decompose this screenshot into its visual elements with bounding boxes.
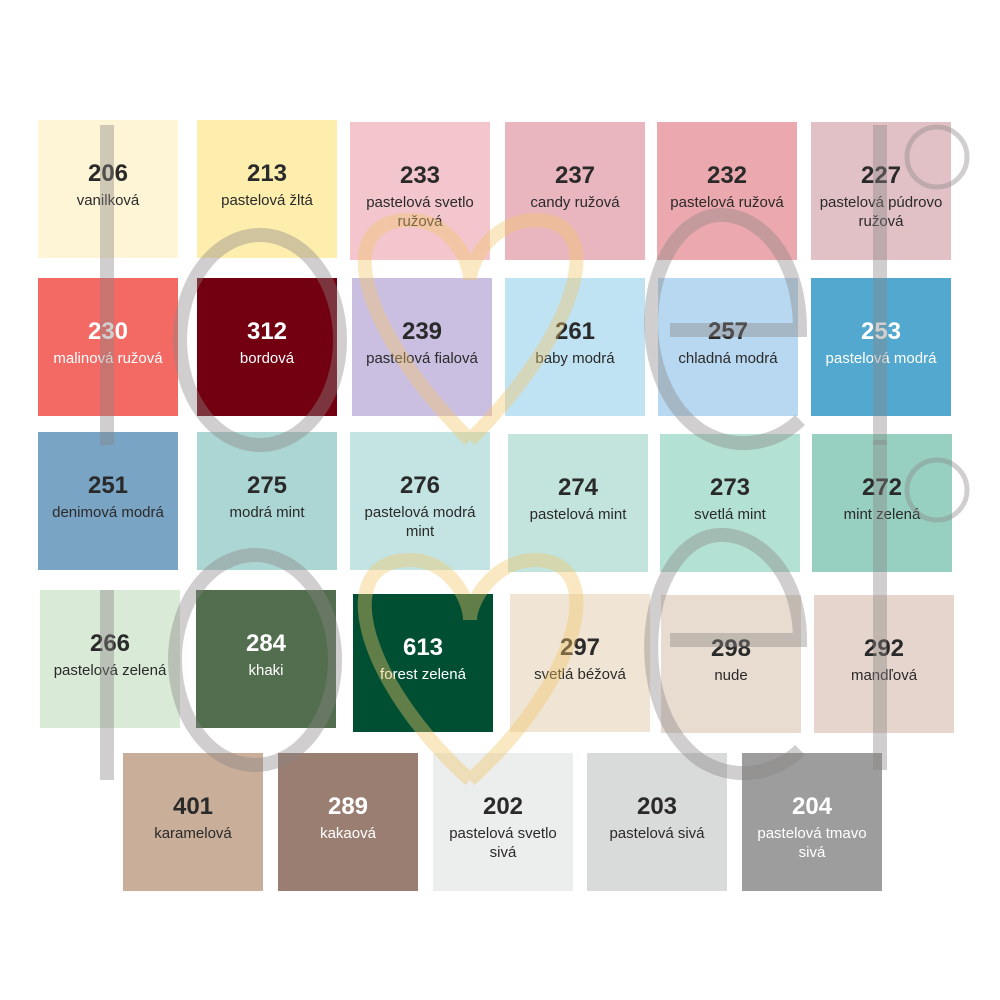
color-swatch: 232 pastelová ružová (657, 122, 797, 260)
swatch-code: 237 (554, 162, 596, 189)
swatch-name: mint zelená (843, 506, 921, 523)
swatch-name: pastelová sivá (609, 825, 705, 842)
swatch-code: 297 (559, 634, 601, 661)
swatch-code: 276 (399, 472, 441, 499)
swatch-code: 239 (401, 318, 443, 345)
swatch-name: nude (714, 667, 748, 684)
swatch-name: pastelová žltá (221, 192, 313, 209)
color-swatch: 239 pastelová fialová (352, 278, 492, 416)
color-swatch: 274 pastelová mint (508, 434, 648, 572)
swatch-name: pastelová zelená (53, 662, 167, 679)
swatch-name: pastelová svetlo ružová (366, 194, 474, 230)
color-swatch: 289 kakaová (278, 753, 418, 891)
color-swatch: 233 pastelová svetlo ružová (350, 122, 490, 260)
swatch-code: 289 (327, 793, 369, 820)
color-swatch: 312 bordová (197, 278, 337, 416)
swatch-code: 292 (863, 635, 905, 662)
swatch-name: candy ružová (530, 194, 620, 211)
swatch-code: 213 (246, 160, 288, 187)
color-swatch: 298 nude (661, 595, 801, 733)
color-swatch: 273 svetlá mint (660, 434, 800, 572)
color-swatch: 204 pastelová tmavo sivá (742, 753, 882, 891)
swatch-name: pastelová modrá (825, 350, 937, 367)
color-swatch: 261 baby modrá (505, 278, 645, 416)
swatch-code: 272 (861, 474, 903, 501)
swatch-code: 261 (554, 318, 596, 345)
color-swatch: 213 pastelová žltá (197, 120, 337, 258)
color-swatch: 292 mandľová (814, 595, 954, 733)
swatch-code: 312 (246, 318, 288, 345)
color-swatch: 276 pastelová modrá mint (350, 432, 490, 570)
swatch-name: mandľová (850, 667, 918, 684)
color-swatch: 202 pastelová svetlo sivá (433, 753, 573, 891)
color-swatch: 275 modrá mint (197, 432, 337, 570)
swatch-code: 251 (87, 472, 129, 499)
color-swatch: 237 candy ružová (505, 122, 645, 260)
swatch-code: 284 (245, 630, 287, 657)
swatch-name: kakaová (320, 825, 376, 842)
swatch-code: 206 (87, 160, 129, 187)
color-swatch: 253 pastelová modrá (811, 278, 951, 416)
color-swatch: 613 forest zelená (353, 594, 493, 732)
swatch-name: malinová ružová (53, 350, 163, 367)
swatch-name: pastelová ružová (670, 194, 784, 211)
color-swatch: 227 pastelová púdrovo ružová (811, 122, 951, 260)
swatch-code: 227 (860, 162, 902, 189)
color-swatch: 401 karamelová (123, 753, 263, 891)
swatch-code: 275 (246, 472, 288, 499)
swatch-name: karamelová (154, 825, 232, 842)
swatch-code: 203 (636, 793, 678, 820)
swatch-code: 266 (89, 630, 131, 657)
swatch-code: 613 (402, 634, 444, 661)
color-swatch: 203 pastelová sivá (587, 753, 727, 891)
swatch-name: chladná modrá (678, 350, 778, 367)
color-swatch: 266 pastelová zelená (40, 590, 180, 728)
swatch-name: svetlá béžová (534, 666, 626, 683)
color-swatch: 257 chladná modrá (658, 278, 798, 416)
swatch-name: modrá mint (229, 504, 305, 521)
swatch-code: 233 (399, 162, 441, 189)
swatch-code: 257 (707, 318, 749, 345)
swatch-name: pastelová svetlo sivá (449, 825, 557, 861)
swatch-name: svetlá mint (694, 506, 766, 523)
swatch-name: pastelová púdrovo ružová (819, 194, 943, 230)
swatch-name: denimová modrá (52, 504, 164, 521)
swatch-name: vanilková (76, 192, 140, 209)
color-swatch: 284 khaki (196, 590, 336, 728)
swatch-code: 202 (482, 793, 524, 820)
color-swatch: 230 malinová ružová (38, 278, 178, 416)
swatch-name: pastelová modrá mint (364, 504, 476, 540)
swatch-code: 401 (172, 793, 214, 820)
color-swatch: 206 vanilková (38, 120, 178, 258)
color-swatch: 297 svetlá béžová (510, 594, 650, 732)
color-swatch: 272 mint zelená (812, 434, 952, 572)
swatch-code: 230 (87, 318, 129, 345)
swatch-name: pastelová tmavo sivá (757, 825, 867, 861)
swatch-name: pastelová fialová (366, 350, 478, 367)
swatch-name: pastelová mint (529, 506, 627, 523)
swatch-code: 253 (860, 318, 902, 345)
swatch-code: 232 (706, 162, 748, 189)
swatch-name: forest zelená (380, 666, 466, 683)
swatch-name: bordová (239, 350, 295, 367)
swatch-name: baby modrá (535, 350, 615, 367)
color-swatch: 251 denimová modrá (38, 432, 178, 570)
swatch-code: 273 (709, 474, 751, 501)
swatch-name: khaki (248, 662, 284, 679)
swatch-code: 298 (710, 635, 752, 662)
swatch-code: 274 (557, 474, 599, 501)
swatch-code: 204 (791, 793, 833, 820)
